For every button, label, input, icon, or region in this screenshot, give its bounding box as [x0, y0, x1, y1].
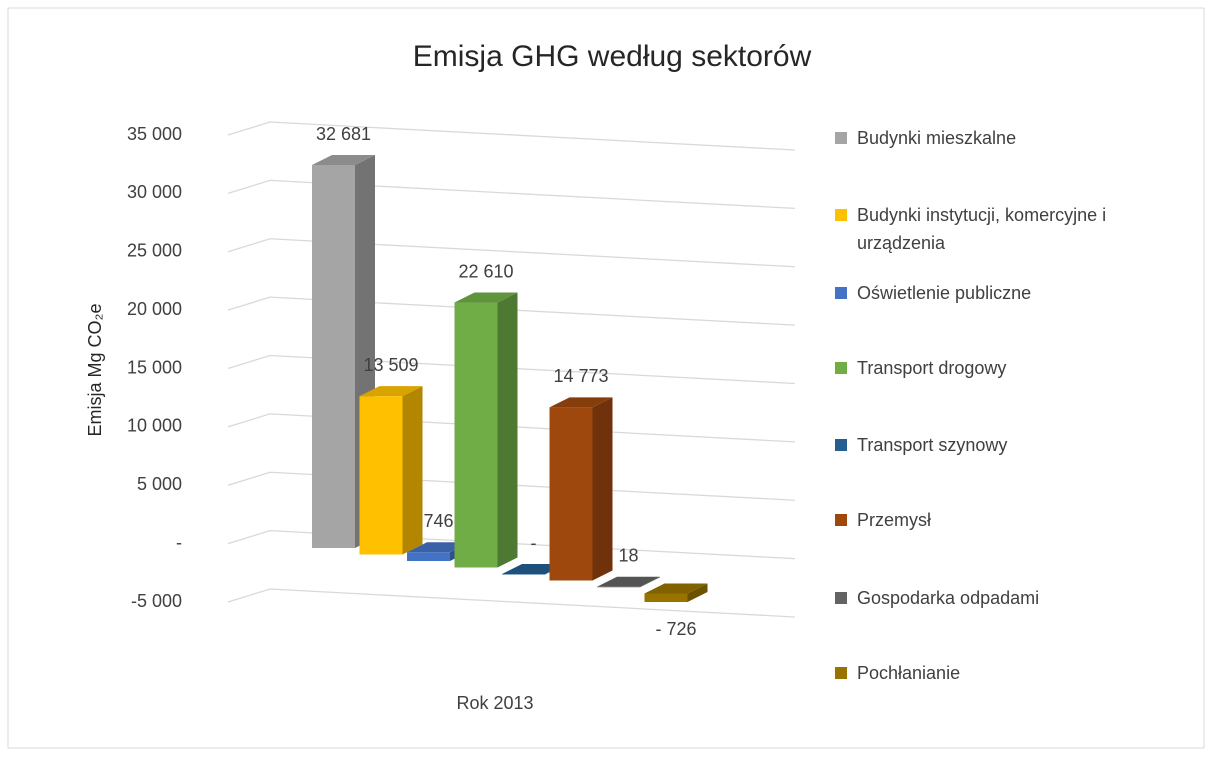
legend-swatch [835, 514, 847, 526]
bar [597, 586, 640, 588]
y-tick-label: 25 000 [127, 241, 182, 261]
y-tick-label: -5 000 [131, 591, 182, 611]
grid-line [227, 413, 796, 443]
grid-line [227, 238, 796, 268]
grid-line [227, 354, 796, 385]
data-label: 32 681 [316, 124, 371, 144]
grid-line [227, 296, 796, 326]
bar-top [312, 155, 375, 165]
bar-top [597, 576, 660, 587]
bar-side [497, 292, 518, 568]
bar [454, 302, 498, 568]
data-label: 746 [423, 511, 453, 531]
bar [644, 593, 688, 603]
chart-title: Emisja GHG według sektorów [413, 40, 812, 73]
legend-swatch [835, 362, 847, 374]
y-tick-label: 35 000 [127, 124, 182, 144]
grid-line [227, 471, 796, 501]
legend-swatch [835, 287, 847, 299]
y-tick-label: - [176, 532, 182, 552]
data-label: 13 509 [363, 355, 418, 375]
data-label: 14 773 [553, 366, 608, 386]
bar-side [402, 386, 423, 555]
y-tick-label: 30 000 [127, 182, 182, 202]
legend-item: Transport drogowy [835, 354, 1165, 382]
data-label: 18 [618, 546, 638, 566]
y-axis-title: Emisja Mg CO₂e [85, 303, 105, 436]
y-tick-label: 15 000 [127, 357, 182, 377]
legend-item: Budynki mieszkalne [835, 124, 1165, 152]
legend-label: Budynki instytucji, komercyjne i urządze… [857, 205, 1107, 253]
bar-top [502, 564, 565, 574]
bar [549, 407, 593, 581]
legend-label: Pochłanianie [857, 663, 961, 683]
y-tick-label: 20 000 [127, 299, 182, 319]
legend-swatch [835, 132, 847, 144]
legend-label: Oświetlenie publiczne [857, 283, 1032, 303]
legend-item: Przemysł [835, 506, 1165, 534]
legend-label: Transport szynowy [857, 435, 1008, 455]
legend-label: Przemysł [857, 510, 932, 530]
bar [407, 552, 450, 561]
chart-frame [7, 7, 1205, 749]
legend-swatch [835, 439, 847, 451]
y-tick-label: 5 000 [137, 474, 182, 494]
data-label: - 726 [655, 619, 696, 639]
legend-label: Gospodarka odpadami [857, 588, 1040, 608]
bar-side [687, 583, 708, 603]
legend-swatch [835, 209, 847, 221]
bar-top [407, 542, 470, 553]
bar-side [640, 576, 660, 588]
legend-item: Budynki instytucji, komercyjne i urządze… [835, 201, 1165, 257]
bar-side [592, 397, 613, 581]
y-tick-label: 10 000 [127, 416, 182, 436]
legend-item: Transport szynowy [835, 431, 1165, 459]
legend-label: Budynki mieszkalne [857, 128, 1017, 148]
legend-item: Pochłanianie [835, 659, 1165, 687]
grid-line [227, 588, 796, 618]
legend-swatch [835, 667, 847, 679]
bar [502, 574, 545, 575]
x-axis-title: Rok 2013 [456, 693, 533, 713]
grid-line [227, 179, 796, 210]
legend-item: Gospodarka odpadami [835, 584, 1165, 612]
data-label: - [531, 533, 537, 553]
bar-top [644, 583, 708, 594]
grid-line [227, 121, 796, 151]
bar [359, 396, 403, 555]
data-label: 22 610 [458, 261, 513, 281]
bar-top [454, 292, 518, 303]
legend-label: Transport drogowy [857, 358, 1007, 378]
legend-swatch [835, 592, 847, 604]
grid-line [227, 529, 796, 560]
legend-item: Oświetlenie publiczne [835, 279, 1165, 307]
bar-top [359, 386, 423, 397]
bar-top [549, 397, 613, 408]
bar [312, 165, 355, 548]
